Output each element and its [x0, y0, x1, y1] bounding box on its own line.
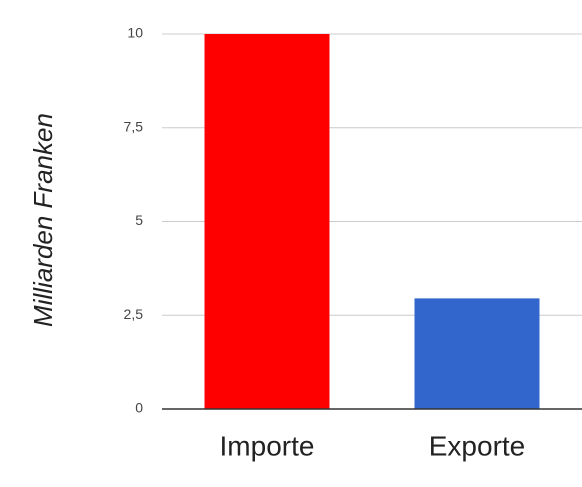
y-tick-label: 7,5	[124, 118, 144, 134]
bar	[414, 298, 540, 409]
x-tick-label: Importe	[220, 430, 315, 461]
y-tick-label: 10	[127, 25, 143, 41]
y-axis-label: Milliarden Franken	[28, 113, 58, 327]
bar	[204, 34, 330, 409]
y-tick-label: 0	[135, 400, 143, 416]
y-tick-label: 2,5	[124, 306, 144, 322]
y-tick-label: 5	[135, 212, 143, 228]
x-tick-label: Exporte	[429, 430, 526, 461]
